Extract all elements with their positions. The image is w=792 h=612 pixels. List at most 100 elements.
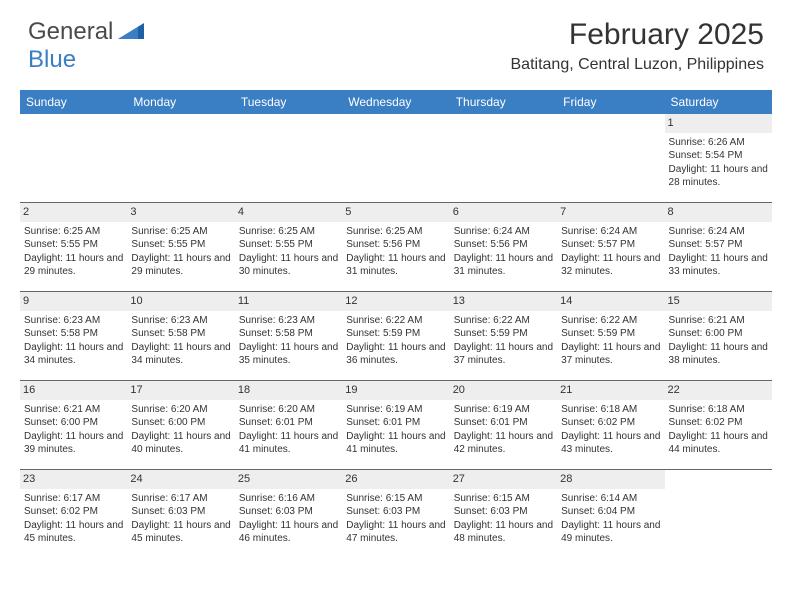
weekday-header: Friday xyxy=(557,90,664,114)
calendar-cell: 7Sunrise: 6:24 AMSunset: 5:57 PMDaylight… xyxy=(557,203,664,291)
calendar-cell: 26 Sunrise: 6:15 AMSunset: 6:03 PMDayligh… xyxy=(342,470,449,558)
logo-triangle-icon xyxy=(118,18,144,46)
sunset-line: Sunset: 5:57 PM xyxy=(561,238,660,252)
weeks-container: 1Sunrise: 6:26 AMSunset: 5:54 PMDaylight… xyxy=(20,114,772,558)
sunset-line: Sunset: 5:59 PM xyxy=(454,327,553,341)
daylight-line: Daylight: 11 hours and 36 minutes. xyxy=(346,341,445,368)
day-number: 4 xyxy=(235,203,342,222)
day-number: 23 xyxy=(20,470,127,489)
sunset-line: Sunset: 6:00 PM xyxy=(24,416,123,430)
weekday-header: Saturday xyxy=(665,90,772,114)
sunrise-line: Sunrise: 6:26 AM xyxy=(669,136,768,150)
calendar-week-row: 23Sunrise: 6:17 AMSunset: 6:02 PMDayligh… xyxy=(20,470,772,558)
sunrise-line: Sunrise: 6:21 AM xyxy=(24,403,123,417)
day-number: 13 xyxy=(450,292,557,311)
sunset-line: Sunset: 5:56 PM xyxy=(346,238,445,252)
sunrise-line: Sunrise: 6:25 AM xyxy=(239,225,338,239)
calendar-cell: 28Sunrise: 6:14 AMSunset: 6:04 PMDayligh… xyxy=(557,470,664,558)
day-number: 24 xyxy=(127,470,234,489)
sunrise-line: Sunrise: 6:23 AM xyxy=(131,314,230,328)
daylight-line: Daylight: 11 hours and 31 minutes. xyxy=(454,252,553,279)
sunrise-line: Sunrise: 6:16 AM xyxy=(239,492,338,506)
sunrise-line: Sunrise: 6:24 AM xyxy=(454,225,553,239)
sunset-line: Sunset: 5:57 PM xyxy=(669,238,768,252)
weekday-header: Thursday xyxy=(450,90,557,114)
sunset-line: Sunset: 6:02 PM xyxy=(561,416,660,430)
calendar-cell: 2Sunrise: 6:25 AMSunset: 5:55 PMDaylight… xyxy=(20,203,127,291)
calendar-cell: 3 Sunrise: 6:25 AMSunset: 5:55 PMDaylight… xyxy=(127,203,234,291)
sunset-line: Sunset: 6:01 PM xyxy=(454,416,553,430)
daylight-line: Daylight: 11 hours and 37 minutes. xyxy=(561,341,660,368)
sunset-line: Sunset: 5:55 PM xyxy=(239,238,338,252)
month-title: February 2025 xyxy=(511,18,765,52)
day-number: 17 xyxy=(127,381,234,400)
daylight-line: Daylight: 11 hours and 45 minutes. xyxy=(131,519,230,546)
daylight-line: Daylight: 11 hours and 38 minutes. xyxy=(669,341,768,368)
daylight-line: Daylight: 11 hours and 41 minutes. xyxy=(239,430,338,457)
day-number: 22 xyxy=(665,381,772,400)
sunrise-line: Sunrise: 6:22 AM xyxy=(454,314,553,328)
calendar-cell xyxy=(557,114,664,202)
sunset-line: Sunset: 6:02 PM xyxy=(24,505,123,519)
day-number: 5 xyxy=(342,203,449,222)
sunset-line: Sunset: 5:55 PM xyxy=(24,238,123,252)
sunrise-line: Sunrise: 6:21 AM xyxy=(669,314,768,328)
calendar-cell: 12Sunrise: 6:22 AMSunset: 5:59 PMDayligh… xyxy=(342,292,449,380)
sunset-line: Sunset: 6:03 PM xyxy=(131,505,230,519)
daylight-line: Daylight: 11 hours and 46 minutes. xyxy=(239,519,338,546)
daylight-line: Daylight: 11 hours and 45 minutes. xyxy=(24,519,123,546)
sunset-line: Sunset: 5:58 PM xyxy=(24,327,123,341)
daylight-line: Daylight: 11 hours and 31 minutes. xyxy=(346,252,445,279)
daylight-line: Daylight: 11 hours and 40 minutes. xyxy=(131,430,230,457)
sunset-line: Sunset: 5:58 PM xyxy=(239,327,338,341)
day-number: 27 xyxy=(450,470,557,489)
calendar-cell xyxy=(342,114,449,202)
calendar-cell: 25Sunrise: 6:16 AMSunset: 6:03 PMDayligh… xyxy=(235,470,342,558)
sunrise-line: Sunrise: 6:19 AM xyxy=(346,403,445,417)
sunrise-line: Sunrise: 6:25 AM xyxy=(131,225,230,239)
sunset-line: Sunset: 6:03 PM xyxy=(454,505,553,519)
sunrise-line: Sunrise: 6:15 AM xyxy=(346,492,445,506)
calendar-cell: 8Sunrise: 6:24 AMSunset: 5:57 PMDaylight… xyxy=(665,203,772,291)
daylight-line: Daylight: 11 hours and 29 minutes. xyxy=(24,252,123,279)
weekday-header: Tuesday xyxy=(235,90,342,114)
day-number: 7 xyxy=(557,203,664,222)
sunrise-line: Sunrise: 6:18 AM xyxy=(561,403,660,417)
sunset-line: Sunset: 5:55 PM xyxy=(131,238,230,252)
sunset-line: Sunset: 6:02 PM xyxy=(669,416,768,430)
day-number: 9 xyxy=(20,292,127,311)
daylight-line: Daylight: 11 hours and 47 minutes. xyxy=(346,519,445,546)
daylight-line: Daylight: 11 hours and 43 minutes. xyxy=(561,430,660,457)
sunset-line: Sunset: 5:58 PM xyxy=(131,327,230,341)
weekday-header: Sunday xyxy=(20,90,127,114)
day-number: 20 xyxy=(450,381,557,400)
daylight-line: Daylight: 11 hours and 29 minutes. xyxy=(131,252,230,279)
sunrise-line: Sunrise: 6:24 AM xyxy=(561,225,660,239)
sunset-line: Sunset: 6:03 PM xyxy=(346,505,445,519)
day-number: 3 xyxy=(127,203,234,222)
sunset-line: Sunset: 6:00 PM xyxy=(131,416,230,430)
brand-text-1: General xyxy=(28,18,113,46)
calendar-cell: 1Sunrise: 6:26 AMSunset: 5:54 PMDaylight… xyxy=(665,114,772,202)
daylight-line: Daylight: 11 hours and 41 minutes. xyxy=(346,430,445,457)
calendar-cell: 4Sunrise: 6:25 AMSunset: 5:55 PMDaylight… xyxy=(235,203,342,291)
calendar-cell: 17 Sunrise: 6:20 AMSunset: 6:00 PMDayligh… xyxy=(127,381,234,469)
calendar-cell: 24Sunrise: 6:17 AMSunset: 6:03 PMDayligh… xyxy=(127,470,234,558)
calendar-week-row: 9Sunrise: 6:23 AMSunset: 5:58 PMDaylight… xyxy=(20,292,772,381)
day-number: 10 xyxy=(127,292,234,311)
day-number: 26 xyxy=(342,470,449,489)
sunrise-line: Sunrise: 6:20 AM xyxy=(131,403,230,417)
sunrise-line: Sunrise: 6:22 AM xyxy=(346,314,445,328)
calendar-cell: 10Sunrise: 6:23 AMSunset: 5:58 PMDayligh… xyxy=(127,292,234,380)
calendar-cell: 11Sunrise: 6:23 AMSunset: 5:58 PMDayligh… xyxy=(235,292,342,380)
daylight-line: Daylight: 11 hours and 28 minutes. xyxy=(669,163,768,190)
sunset-line: Sunset: 6:01 PM xyxy=(239,416,338,430)
day-number: 25 xyxy=(235,470,342,489)
sunset-line: Sunset: 6:00 PM xyxy=(669,327,768,341)
calendar-cell: 21Sunrise: 6:18 AMSunset: 6:02 PMDayligh… xyxy=(557,381,664,469)
calendar-cell: 19Sunrise: 6:19 AMSunset: 6:01 PMDayligh… xyxy=(342,381,449,469)
weekday-header: Wednesday xyxy=(342,90,449,114)
calendar-week-row: 1Sunrise: 6:26 AMSunset: 5:54 PMDaylight… xyxy=(20,114,772,203)
calendar-table: Sunday Monday Tuesday Wednesday Thursday… xyxy=(20,90,772,558)
sunrise-line: Sunrise: 6:15 AM xyxy=(454,492,553,506)
